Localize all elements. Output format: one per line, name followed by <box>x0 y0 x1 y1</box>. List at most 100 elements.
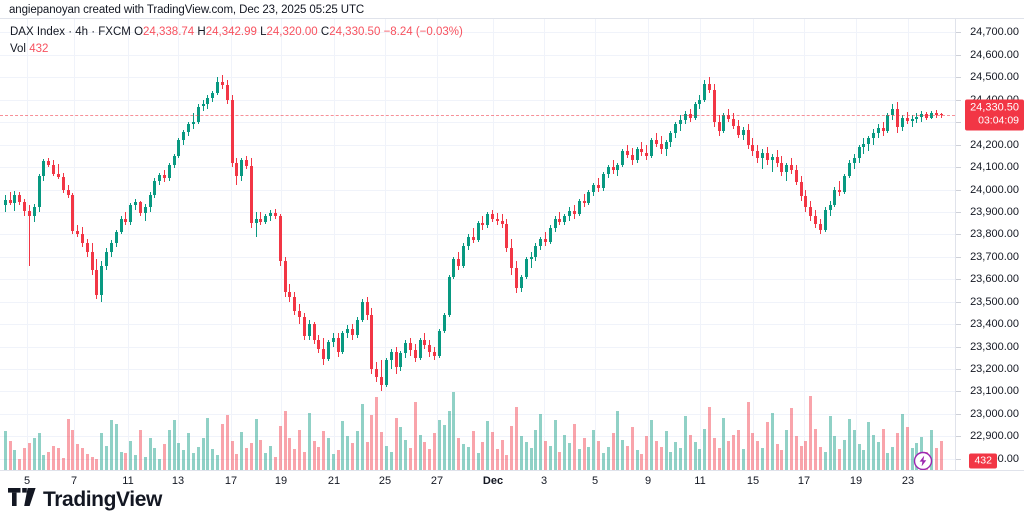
legend-interval[interactable]: 4h <box>75 26 89 38</box>
volume-bar <box>120 452 123 470</box>
volume-bar <box>18 459 21 470</box>
candle-body <box>62 177 65 190</box>
price-axis-tick-mark <box>956 77 961 78</box>
candle-body <box>144 207 147 214</box>
volume-bar <box>800 446 803 470</box>
candle-body <box>240 160 243 177</box>
legend-open-key: O <box>134 26 144 38</box>
volume-bar <box>558 452 561 470</box>
price-axis-tick-label: 23,500.00 <box>970 295 1019 308</box>
candle-body <box>660 143 663 150</box>
volume-bar <box>457 438 460 470</box>
volume-bar <box>722 418 725 470</box>
volume-bar <box>689 435 692 470</box>
price-axis-tick-mark <box>956 167 961 168</box>
price-axis-tick-label: 23,000.00 <box>970 407 1019 420</box>
volume-bar <box>795 436 798 470</box>
volume-bar <box>414 402 417 470</box>
grid-line-horizontal <box>0 100 955 101</box>
volume-bar <box>621 440 624 470</box>
volume-bar <box>308 413 311 470</box>
candle-body <box>477 223 480 240</box>
candle-body <box>848 162 851 177</box>
candle-body <box>269 213 272 217</box>
volume-bar <box>57 448 60 470</box>
candle-body <box>337 337 340 353</box>
volume-bar <box>105 446 108 470</box>
candle-body <box>341 333 344 353</box>
volume-bar <box>433 433 436 470</box>
tradingview-logo-icon <box>8 488 36 511</box>
grid-line-horizontal <box>0 369 955 370</box>
volume-bar <box>428 449 431 470</box>
candle-body <box>115 232 118 244</box>
candle-body <box>592 185 595 192</box>
price-axis-tick-label: 23,100.00 <box>970 385 1019 398</box>
volume-bar <box>616 411 619 470</box>
candle-body <box>351 328 354 336</box>
candle-body <box>636 149 639 161</box>
volume-bar <box>833 436 836 470</box>
candle-wick <box>10 191 11 206</box>
candle-body <box>795 170 798 182</box>
volume-bar <box>259 440 262 470</box>
volume-bar <box>115 424 118 470</box>
candle-wick <box>584 194 585 208</box>
price-axis-tick-mark <box>956 100 961 101</box>
volume-bar <box>510 426 513 470</box>
candle-body <box>4 199 7 206</box>
legend-symbol[interactable]: DAX Index <box>10 26 65 38</box>
candle-body <box>785 164 788 172</box>
price-axis-tick-mark <box>956 234 961 235</box>
tradingview-logo[interactable]: TradingView <box>8 488 162 511</box>
volume-bar <box>158 459 161 470</box>
volume-bar <box>62 458 65 470</box>
volume-bar <box>443 425 446 470</box>
time-axis-tick-label: 11 <box>122 475 134 487</box>
candle-body <box>510 247 513 269</box>
grid-line-horizontal <box>0 167 955 168</box>
volume-bar <box>52 446 55 470</box>
volume-bar <box>645 436 648 470</box>
candle-body <box>669 133 672 143</box>
price-axis-tick-mark <box>956 302 961 303</box>
volume-bar <box>612 433 615 470</box>
volume-bar <box>423 442 426 470</box>
candle-body <box>597 185 600 189</box>
candle-body <box>110 243 113 253</box>
candle-body <box>52 164 55 174</box>
volume-bar <box>481 442 484 470</box>
lightning-bolt-icon[interactable] <box>913 451 933 470</box>
candle-body <box>505 224 508 248</box>
price-axis-tick-label: 23,700.00 <box>970 250 1019 263</box>
candle-body <box>573 210 576 215</box>
candle-body <box>457 259 460 266</box>
grid-line-vertical <box>437 19 438 470</box>
candle-body <box>602 173 605 189</box>
volume-bar <box>226 415 229 470</box>
volume-bar <box>399 427 402 470</box>
volume-bar <box>452 392 455 470</box>
candle-body <box>380 376 383 385</box>
volume-bar <box>669 452 672 470</box>
candle-body <box>76 231 79 235</box>
candle-body <box>694 104 697 118</box>
chart-plot-area[interactable]: DAX Index · 4h · FXCM O24,338.74 H24,342… <box>0 19 955 470</box>
bar-countdown: 03:04:09 <box>978 114 1019 127</box>
candle-body <box>790 164 793 171</box>
volume-bar <box>785 430 788 470</box>
volume-bar <box>665 431 668 470</box>
candle-body <box>906 117 909 122</box>
volume-bar <box>636 450 639 470</box>
legend-change: −8.24 (−0.03%) <box>383 26 463 38</box>
price-axis[interactable]: 24,700.0024,600.0024,500.0024,400.0024,3… <box>955 19 1024 470</box>
candle-body <box>356 319 359 336</box>
time-axis-tick-label: 17 <box>224 475 238 487</box>
volume-bar <box>858 444 861 470</box>
current-price-value: 24,330.50 <box>970 101 1019 114</box>
candle-body <box>718 122 721 132</box>
legend-volume-label[interactable]: Vol <box>10 43 26 55</box>
candle-body <box>231 99 234 163</box>
candle-wick <box>559 211 560 226</box>
time-axis-tick-label: 19 <box>274 475 288 487</box>
